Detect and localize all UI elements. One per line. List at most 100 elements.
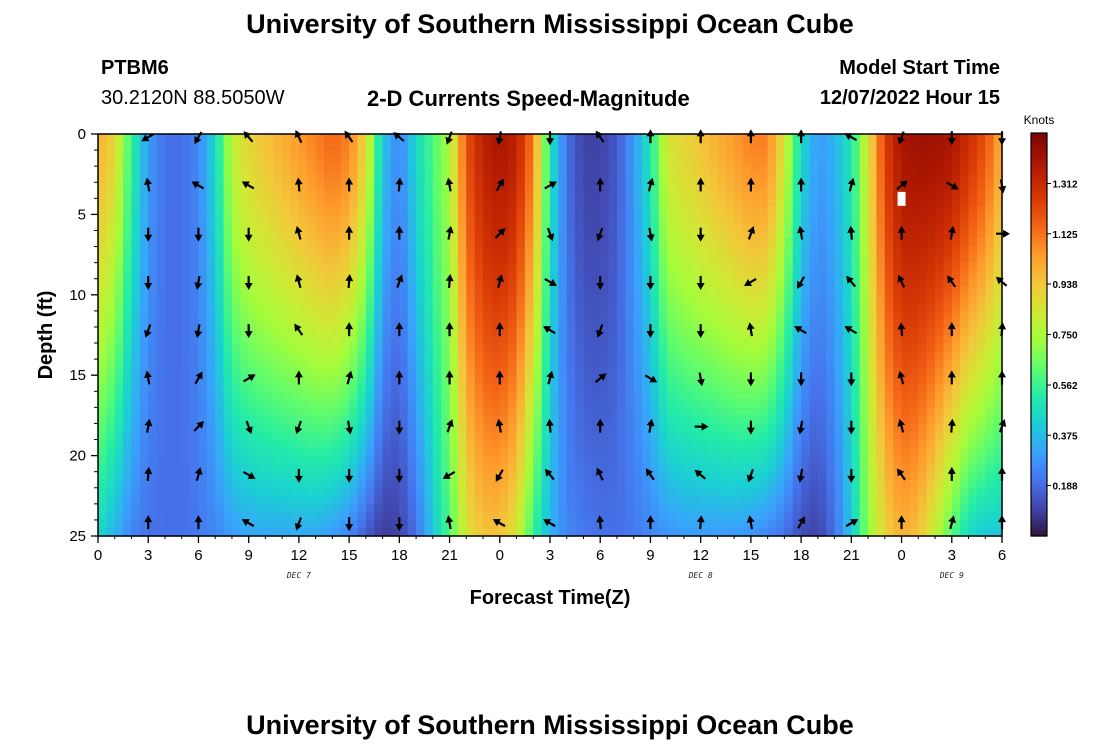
heatmap-cell xyxy=(148,431,158,441)
heatmap-cell xyxy=(181,351,191,360)
heatmap-cell xyxy=(700,527,710,537)
heatmap-cell xyxy=(642,431,652,441)
heatmap-cell xyxy=(558,270,568,280)
heatmap-cell xyxy=(173,511,183,521)
heatmap-cell xyxy=(424,230,434,240)
heatmap-cell xyxy=(156,511,166,521)
heatmap-cell xyxy=(349,262,359,272)
heatmap-cell xyxy=(340,527,350,537)
heatmap-cell xyxy=(851,318,861,328)
heatmap-cell xyxy=(483,519,493,529)
heatmap-cell xyxy=(692,262,702,272)
heatmap-cell xyxy=(223,399,233,408)
heatmap-cell xyxy=(466,174,476,183)
heatmap-cell xyxy=(508,142,518,151)
heatmap-cell xyxy=(365,158,375,167)
heatmap-cell xyxy=(784,335,794,344)
heatmap-cell xyxy=(349,174,359,183)
heatmap-cell xyxy=(332,383,342,392)
heatmap-cell xyxy=(332,150,342,159)
heatmap-cell xyxy=(340,455,350,465)
heatmap-cell xyxy=(273,286,283,296)
heatmap-cell xyxy=(424,262,434,272)
heatmap-cell xyxy=(131,302,141,312)
heatmap-cell xyxy=(650,399,660,408)
heatmap-cell xyxy=(541,262,551,272)
heatmap-cell xyxy=(725,367,735,376)
heatmap-cell xyxy=(801,511,811,521)
heatmap-cell xyxy=(524,503,534,513)
heatmap-cell xyxy=(407,142,417,151)
heatmap-cell xyxy=(206,399,216,408)
heatmap-cell xyxy=(750,455,760,465)
heatmap-cell xyxy=(725,487,735,497)
heatmap-cell xyxy=(324,174,333,183)
heatmap-cell xyxy=(918,198,928,207)
heatmap-cell xyxy=(675,214,685,224)
heatmap-cell xyxy=(114,214,124,224)
heatmap-cell xyxy=(566,246,576,256)
heatmap-cell xyxy=(717,214,727,224)
heatmap-cell xyxy=(725,294,735,304)
heatmap-cell xyxy=(223,190,233,199)
heatmap-cell xyxy=(667,238,677,248)
heatmap-cell xyxy=(558,415,568,425)
heatmap-cell xyxy=(784,391,794,400)
heatmap-cell xyxy=(734,206,744,215)
heatmap-cell xyxy=(742,182,752,191)
heatmap-cell xyxy=(876,134,886,143)
heatmap-cell xyxy=(307,487,317,497)
heatmap-cell xyxy=(608,503,618,513)
heatmap-cell xyxy=(524,182,534,191)
heatmap-cell xyxy=(416,391,426,400)
heatmap-cell xyxy=(709,343,719,352)
heatmap-cell xyxy=(734,359,744,368)
heatmap-cell xyxy=(759,222,769,232)
heatmap-cell xyxy=(767,519,777,529)
heatmap-cell xyxy=(399,142,409,151)
heatmap-cell xyxy=(909,222,919,232)
heatmap-cell xyxy=(851,471,861,481)
heatmap-cell xyxy=(432,367,442,376)
heatmap-cell xyxy=(340,399,350,408)
heatmap-cell xyxy=(826,302,836,312)
heatmap-cell xyxy=(616,503,626,513)
heatmap-cell xyxy=(817,383,827,392)
heatmap-cell xyxy=(131,190,141,199)
heatmap-cell xyxy=(868,190,878,199)
heatmap-cell xyxy=(633,471,643,481)
heatmap-cell xyxy=(926,222,936,232)
heatmap-cell xyxy=(524,150,534,159)
heatmap-cell xyxy=(516,262,526,272)
heatmap-cell xyxy=(826,527,836,537)
heatmap-cell xyxy=(457,182,467,191)
heatmap-cell xyxy=(324,527,333,537)
heatmap-cell xyxy=(834,487,844,497)
heatmap-cell xyxy=(181,527,191,537)
heatmap-cell xyxy=(365,294,375,304)
heatmap-cell xyxy=(776,351,785,360)
heatmap-cell xyxy=(190,431,200,441)
heatmap-cell xyxy=(282,302,292,312)
heatmap-cell xyxy=(667,359,677,368)
heatmap-cell xyxy=(499,302,509,312)
heatmap-cell xyxy=(650,351,660,360)
heatmap-cell xyxy=(625,503,635,513)
heatmap-cell xyxy=(265,487,275,497)
heatmap-cell xyxy=(190,142,200,151)
heatmap-cell xyxy=(750,503,760,513)
heatmap-cell xyxy=(575,407,585,416)
heatmap-cell xyxy=(784,182,794,191)
heatmap-cell xyxy=(432,206,442,215)
heatmap-cell xyxy=(382,254,392,264)
heatmap-cell xyxy=(298,294,308,304)
heatmap-cell xyxy=(357,367,367,376)
heatmap-cell xyxy=(575,439,585,449)
heatmap-cell xyxy=(884,479,894,489)
heatmap-cell xyxy=(524,447,534,457)
heatmap-cell xyxy=(474,527,484,537)
heatmap-cell xyxy=(173,455,183,465)
heatmap-cell xyxy=(533,471,543,481)
heatmap-cell xyxy=(114,375,124,384)
heatmap-cell xyxy=(524,519,534,529)
